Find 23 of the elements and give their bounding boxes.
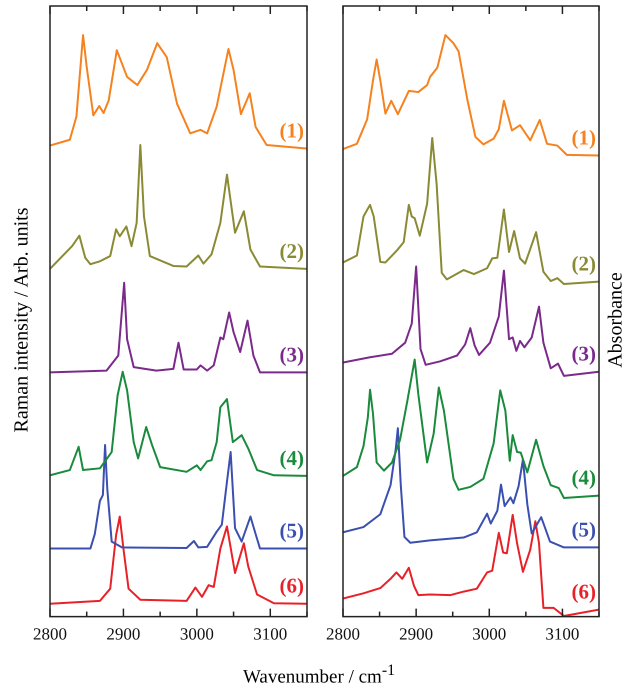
x-tick-label: 3000 [472,624,506,644]
x-tick-label: 2900 [399,624,434,644]
series-label: (5) [572,517,596,542]
series-label: (4) [280,446,304,470]
series-label: (4) [572,466,596,490]
x-axis-title: Wavenumber / cm$^{-1}$ [242,662,396,688]
x-tick-label: 2800 [33,624,67,644]
x-tick-label: 2900 [106,624,140,644]
series-label: (5) [280,518,304,542]
series-label: (2) [280,238,304,263]
series-label: (2) [572,252,596,276]
series-label: (3) [280,342,304,366]
series-label: (1) [280,118,304,142]
series-label: (3) [572,342,596,366]
series-label: (6) [572,580,596,604]
x-tick-label: 3000 [180,624,214,644]
series-label: (1) [572,125,596,150]
x-tick-label: 3100 [253,624,288,644]
y-axis-title: Absorbance [604,272,628,368]
series-label: (6) [280,574,304,598]
x-tick-label: 2800 [326,624,360,644]
x-tick-label: 3100 [545,624,580,644]
y-axis-title: Raman intensity / Arb. units [10,208,34,432]
